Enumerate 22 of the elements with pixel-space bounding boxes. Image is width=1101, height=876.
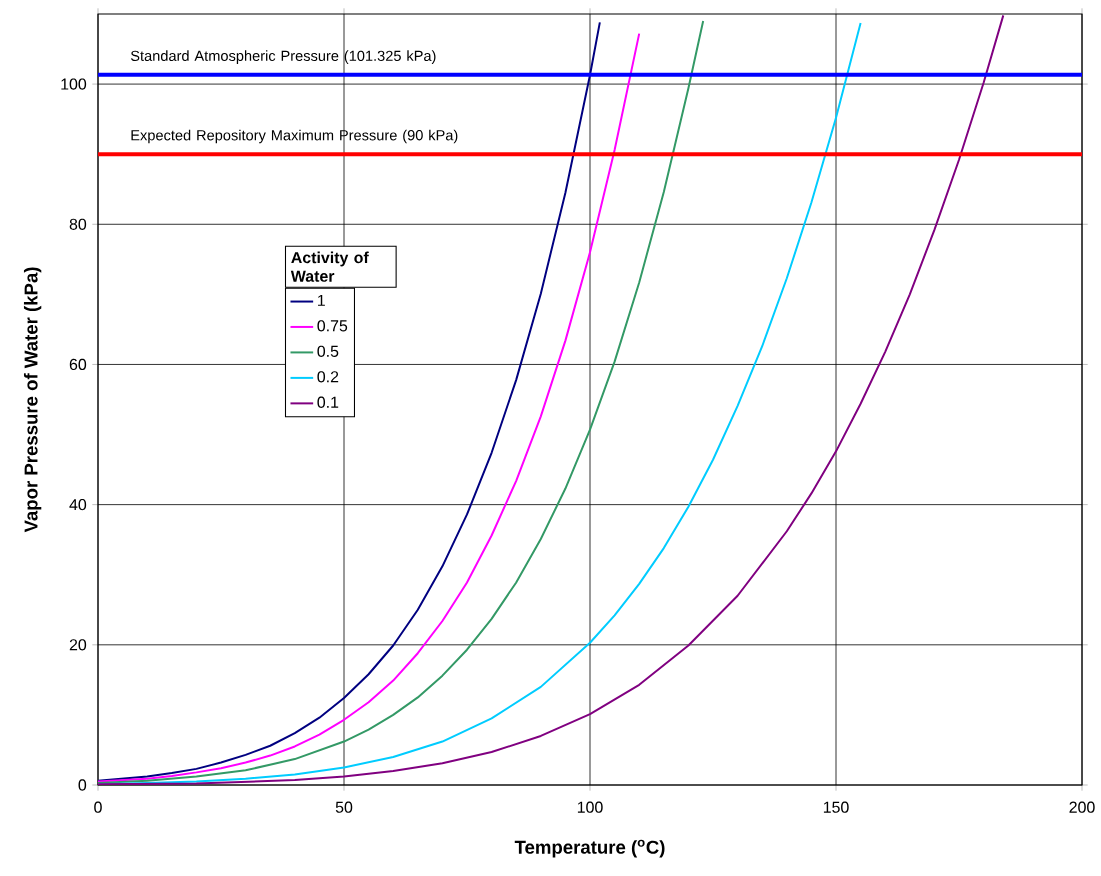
legend-label: 1 [318, 294, 325, 306]
legend-label: 0.1 [317, 396, 339, 408]
legend-label: 0.75 [317, 320, 348, 332]
legend-label: 0.5 [317, 345, 339, 357]
x-axis-title: Temperature ($^{o}$C) [514, 839, 665, 858]
y-tick-label: 80 [69, 218, 87, 230]
x-tick-label: 0 [94, 801, 102, 813]
x-tick-label: 50 [335, 801, 353, 813]
y-tick-label: 60 [69, 358, 87, 371]
y-tick-label: 20 [69, 639, 87, 651]
legend-label: 0.2 [317, 371, 339, 383]
x-tick-label: 150 [823, 801, 849, 813]
y-tick-label: 100 [61, 78, 87, 90]
y-tick-label: 0 [78, 779, 87, 791]
line-series [98, 14, 1005, 785]
x-tick-label: 200 [1069, 801, 1095, 813]
x-tick-label: 100 [577, 801, 603, 813]
legend-title: Activity of Water [290, 251, 369, 282]
ref-line-label: Standard Atmospheric Pressure (101.325 kPa) [130, 50, 436, 64]
ref-line-label: Expected Repository Maximum Pressure (90 kPa) [131, 129, 458, 144]
y-tick-label: 40 [69, 499, 87, 511]
y-axis-title: Vapor Pressure of Water (kPa) [23, 267, 42, 533]
